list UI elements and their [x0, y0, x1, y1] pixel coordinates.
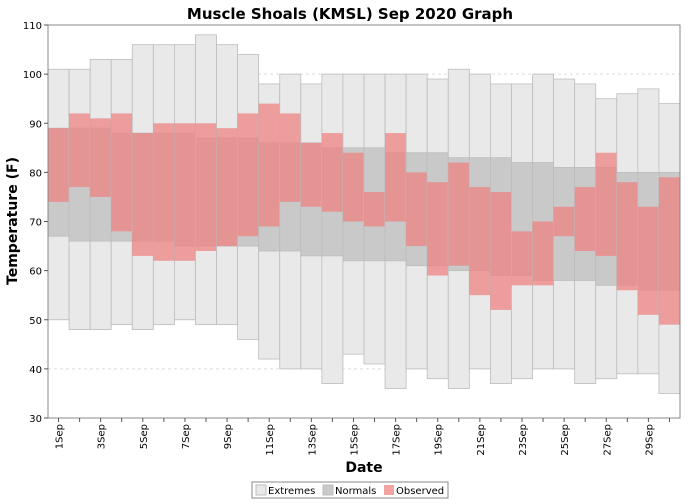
chart-title: Muscle Shoals (KMSL) Sep 2020 Graph: [187, 5, 513, 23]
observed-bar: [448, 162, 470, 266]
observed-bar: [532, 221, 554, 286]
legend-label-normals: Normals: [335, 486, 376, 497]
x-tick-label: 11Sep: [265, 424, 276, 456]
x-tick-label: 9Sep: [223, 424, 234, 449]
observed-bar: [595, 152, 617, 256]
y-tick-label: 30: [29, 414, 42, 425]
legend-box: [251, 481, 449, 499]
legend-label-observed: Observed: [396, 486, 444, 497]
observed-bar: [553, 206, 575, 237]
x-tick-label: 15Sep: [349, 424, 360, 456]
y-tick-label: 110: [23, 21, 42, 32]
observed-bar: [300, 142, 322, 207]
x-tick-label: 23Sep: [518, 424, 529, 456]
observed-bar: [132, 133, 154, 256]
observed-bar: [490, 192, 512, 310]
legend-swatch-normals: [322, 484, 334, 496]
observed-bar: [406, 172, 428, 247]
y-tick-label: 100: [23, 70, 42, 81]
y-tick-label: 50: [29, 316, 42, 327]
x-tick-label: 21Sep: [476, 424, 487, 456]
observed-bar: [69, 113, 91, 188]
observed-bar: [427, 182, 449, 276]
legend: Extremes Normals Observed: [251, 481, 449, 499]
y-axis: 30 40 50 60 70 80 90 100 110: [23, 21, 48, 425]
legend-swatch-observed: [384, 485, 394, 495]
x-tick-label: 19Sep: [434, 424, 445, 456]
observed-bar: [469, 187, 491, 296]
legend-label-extremes: Extremes: [268, 486, 315, 497]
observed-bar: [321, 133, 343, 212]
y-tick-label: 70: [29, 218, 42, 229]
observed-bar: [153, 123, 175, 261]
y-tick-label: 80: [29, 168, 42, 179]
observed-bar: [90, 118, 112, 197]
observed-bar: [385, 133, 407, 222]
observed-bar: [195, 123, 217, 251]
x-tick-label: 13Sep: [307, 424, 318, 456]
observed-bar: [111, 113, 133, 232]
observed-bar: [174, 123, 196, 261]
observed-bar: [637, 206, 659, 315]
observed-bar: [616, 182, 638, 291]
observed-bar: [216, 128, 238, 247]
observed-bar: [279, 113, 301, 202]
x-axis: 1Sep 3Sep 5Sep 7Sep 9Sep 11Sep 13Sep 15Sep 17Sep…: [55, 418, 670, 456]
bars-group: [47, 34, 681, 394]
observed-bar: [342, 152, 364, 222]
observed-bar: [258, 103, 280, 227]
x-tick-label: 5Sep: [139, 424, 150, 449]
observed-bar: [511, 231, 533, 286]
y-tick-label: 40: [29, 365, 42, 376]
y-tick-label: 90: [29, 119, 42, 130]
observed-bar: [574, 187, 596, 251]
x-tick-label: 3Sep: [97, 424, 108, 449]
x-axis-label: Date: [345, 460, 382, 476]
y-tick-label: 60: [29, 267, 42, 278]
x-tick-label: 27Sep: [602, 424, 613, 456]
observed-bar: [48, 128, 70, 202]
observed-bar: [364, 192, 386, 227]
observed-bar: [237, 113, 259, 237]
x-tick-label: 1Sep: [55, 424, 66, 449]
x-tick-label: 7Sep: [181, 424, 192, 449]
x-tick-label: 17Sep: [392, 424, 403, 456]
x-tick-label: 29Sep: [644, 424, 655, 456]
legend-swatch-extremes: [255, 484, 267, 496]
y-axis-label: Temperature (F): [5, 157, 21, 285]
x-tick-label: 25Sep: [560, 424, 571, 456]
observed-bar: [658, 177, 680, 325]
